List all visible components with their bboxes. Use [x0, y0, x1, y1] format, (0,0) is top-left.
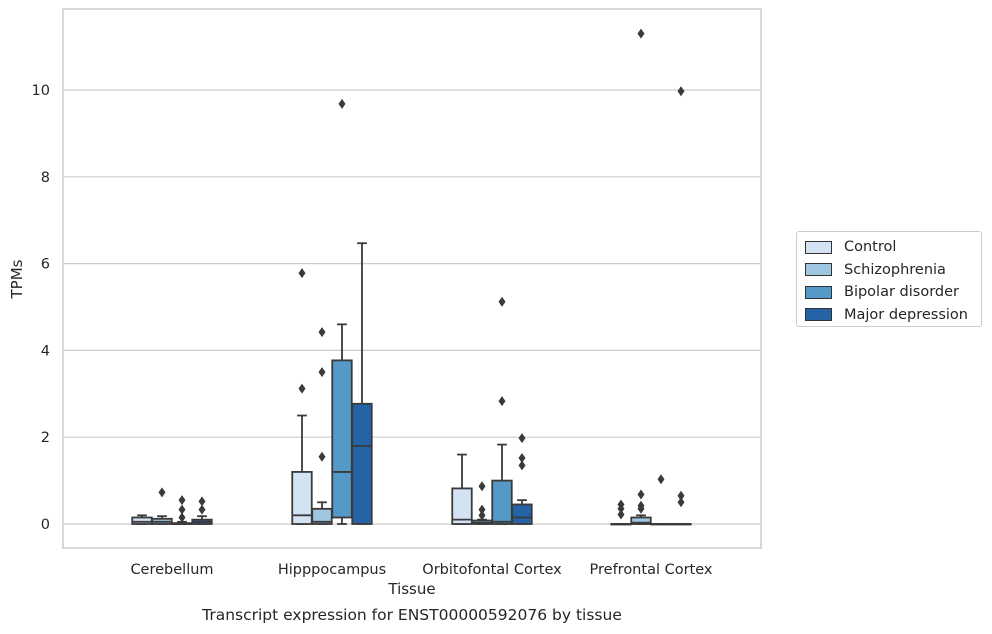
outlier-point — [518, 433, 526, 444]
box-control-hipppocampus — [291, 268, 313, 525]
box-major-depression-cerebellum — [191, 496, 213, 525]
box-body — [491, 479, 513, 525]
box-body — [451, 487, 473, 525]
box-body — [331, 359, 353, 519]
legend-swatch-control — [805, 240, 832, 254]
x-tick-label-prefrontal-cortex: Prefrontal Cortex — [590, 562, 713, 578]
legend-label-control: Control — [844, 239, 897, 256]
outlier-point — [338, 98, 346, 109]
box-major-depression-hipppocampus — [351, 242, 373, 525]
box-body — [511, 503, 533, 525]
box-control-orbitofontal-cortex — [451, 453, 473, 525]
outlier-point — [478, 510, 486, 521]
outlier-point — [617, 509, 625, 520]
outlier-point — [498, 396, 506, 407]
box-body — [351, 402, 373, 525]
box-schizophrenia-hipppocampus — [311, 327, 333, 525]
box-major-depression-orbitofontal-cortex — [511, 433, 533, 525]
legend-item-major-depression: Major depression — [805, 304, 981, 327]
box-bipolar-disorder-prefrontal-cortex — [650, 474, 672, 526]
legend-swatch-major-depression — [805, 308, 832, 322]
legend-item-bipolar-disorder: Bipolar disorder — [805, 281, 981, 304]
box-control-prefrontal-cortex — [610, 499, 632, 526]
outlier-point — [298, 268, 306, 279]
box-plot-marks — [131, 28, 692, 526]
outlier-point — [498, 296, 506, 307]
outlier-point — [178, 504, 186, 515]
y-tick-label-6: 6 — [41, 257, 50, 273]
box-schizophrenia-cerebellum — [151, 487, 173, 525]
legend: Control Schizophrenia Bipolar disorder M… — [796, 231, 982, 327]
x-tick-label-orbitofontal-cortex: Orbitofontal Cortex — [422, 562, 562, 578]
outlier-point — [677, 490, 685, 501]
box-body — [291, 471, 313, 525]
chart-caption: Transcript expression for ENST0000059207… — [202, 606, 622, 624]
box-schizophrenia-prefrontal-cortex — [630, 28, 652, 525]
outlier-point — [617, 499, 625, 510]
box-control-cerebellum — [131, 514, 153, 525]
box-body — [630, 516, 652, 525]
outlier-point — [677, 497, 685, 508]
outlier-point — [198, 496, 206, 507]
outlier-point — [478, 504, 486, 515]
outlier-point — [518, 453, 526, 464]
box-schizophrenia-orbitofontal-cortex — [471, 481, 493, 525]
legend-label-bipolar-disorder: Bipolar disorder — [844, 284, 959, 301]
y-tick-label-0: 0 — [41, 517, 50, 533]
outlier-point — [298, 383, 306, 394]
outlier-point — [657, 474, 665, 485]
y-axis-label: TPMs — [8, 259, 26, 299]
legend-item-schizophrenia: Schizophrenia — [805, 259, 981, 282]
y-axis-ticks: 0 2 4 6 8 10 — [32, 83, 50, 533]
outlier-point — [318, 451, 326, 462]
outlier-point — [318, 367, 326, 378]
box-bipolar-disorder-cerebellum — [171, 495, 193, 525]
box-bipolar-disorder-hipppocampus — [331, 98, 353, 525]
y-tick-label-8: 8 — [41, 170, 50, 186]
y-tick-label-10: 10 — [32, 83, 50, 99]
box-body — [131, 516, 153, 525]
legend-label-schizophrenia: Schizophrenia — [844, 261, 946, 278]
legend-item-control: Control — [805, 236, 981, 259]
x-axis-label: Tissue — [388, 580, 436, 598]
grid-lines — [63, 89, 761, 525]
legend-swatch-schizophrenia — [805, 263, 832, 277]
outlier-point — [178, 512, 186, 523]
plot-area-frame — [62, 8, 762, 549]
outlier-point — [637, 28, 645, 39]
x-tick-label-hipppocampus: Hipppocampus — [278, 562, 386, 578]
outlier-point — [518, 460, 526, 471]
x-axis-ticks: Cerebellum Hipppocampus Orbitofontal Corte… — [130, 562, 712, 578]
outlier-point — [637, 489, 645, 500]
legend-label-major-depression: Major depression — [844, 306, 968, 323]
outlier-point — [318, 327, 326, 338]
outlier-point — [178, 495, 186, 506]
x-tick-label-cerebellum: Cerebellum — [130, 562, 213, 578]
outlier-point — [198, 504, 206, 515]
outlier-point — [677, 86, 685, 97]
box-major-depression-prefrontal-cortex — [670, 86, 692, 526]
y-tick-label-2: 2 — [41, 430, 50, 446]
legend-swatch-bipolar-disorder — [805, 285, 832, 299]
outlier-point — [478, 481, 486, 492]
outlier-point — [637, 500, 645, 511]
box-bipolar-disorder-orbitofontal-cortex — [491, 296, 513, 525]
y-tick-label-4: 4 — [41, 343, 50, 359]
outlier-point — [158, 487, 166, 498]
